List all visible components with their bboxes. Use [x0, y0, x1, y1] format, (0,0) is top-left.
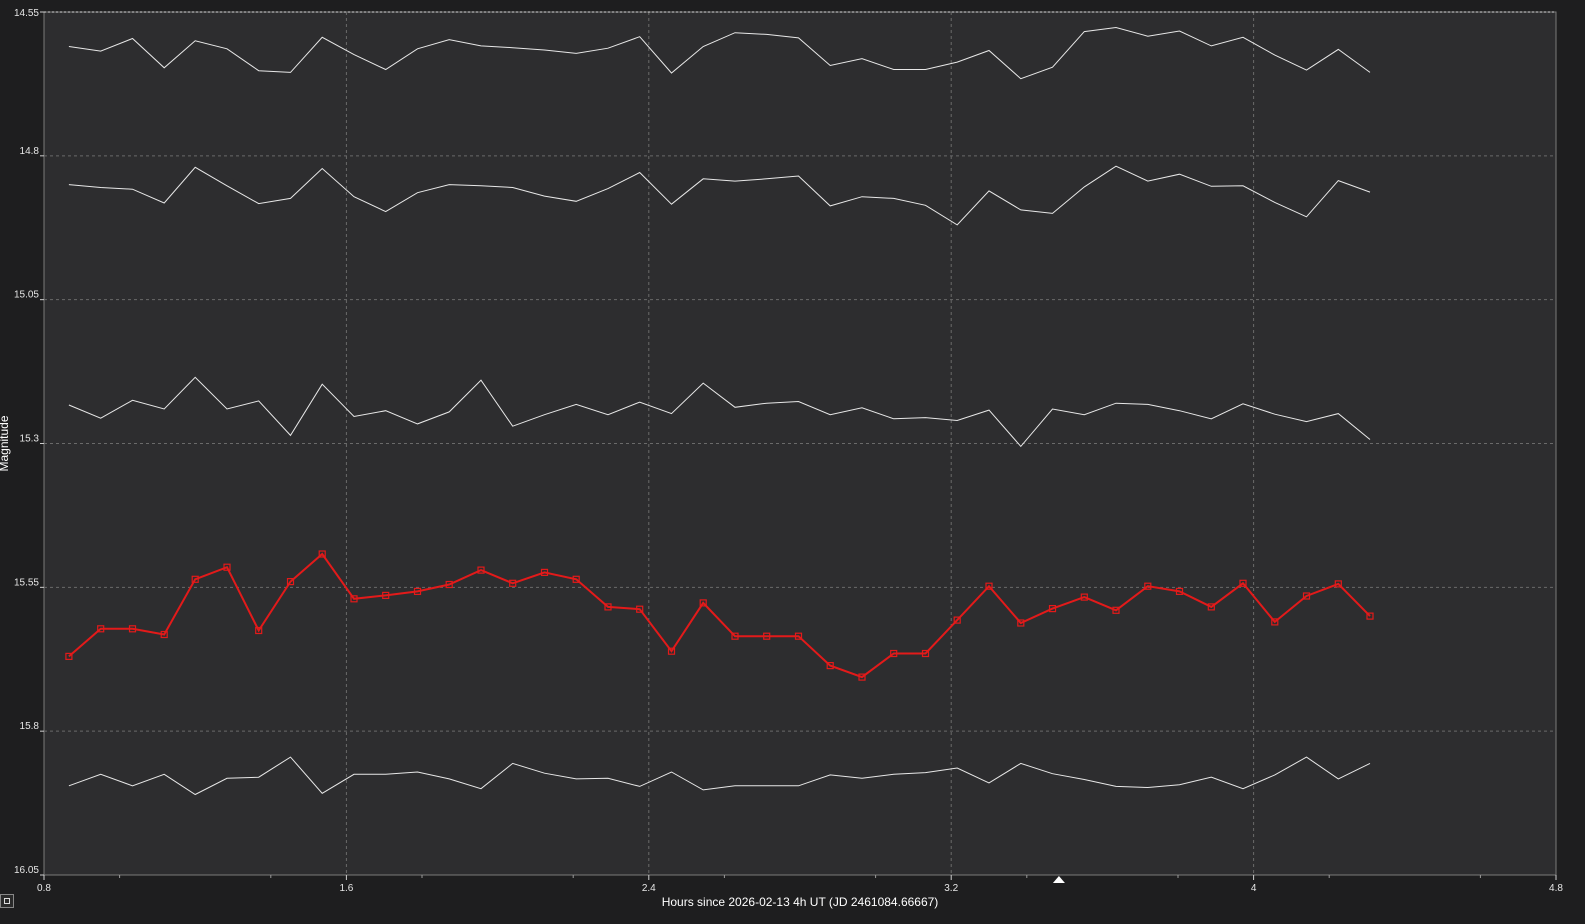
target-data-point[interactable]	[826, 661, 834, 670]
y-tick-label: 15.05	[14, 290, 39, 301]
x-tick-label: 1.6	[339, 883, 353, 894]
x-tick-label: 4.8	[1549, 883, 1563, 894]
target-data-point[interactable]	[477, 566, 485, 574]
target-data-point[interactable]	[413, 587, 422, 596]
target-data-point[interactable]	[191, 575, 199, 583]
y-tick-label: 15.8	[20, 721, 40, 732]
y-tick-label: 16.05	[14, 865, 39, 876]
x-tick-label: 4	[1251, 883, 1257, 894]
ticks: 0.8 1.6 2.4 3.2 4 4.8 14.55 14.8 15.05 15.3 15.55 1…	[14, 8, 1563, 894]
target-data-point[interactable]	[255, 626, 263, 635]
target-data-point[interactable]	[1239, 579, 1247, 587]
target-data-point[interactable]	[1334, 580, 1342, 588]
x-axis-title: Hours since 2026-02-13 4h UT (JD 2461084…	[662, 895, 939, 909]
target-data-point[interactable]	[160, 630, 168, 639]
target-data-point[interactable]	[65, 652, 73, 661]
target-data-point[interactable]	[1048, 604, 1057, 613]
corner-square-button[interactable]	[0, 894, 14, 908]
target-data-point[interactable]	[731, 632, 739, 640]
target-data-point[interactable]	[572, 575, 580, 583]
comparison-star-line-3[interactable]	[68, 376, 1371, 448]
target-data-point[interactable]	[350, 595, 358, 603]
target-data-point[interactable]	[97, 625, 105, 633]
series-layer	[65, 26, 1374, 796]
target-data-point[interactable]	[1175, 587, 1184, 596]
target-data-point[interactable]	[1302, 592, 1311, 600]
target-data-point[interactable]	[1080, 593, 1088, 601]
target-data-point[interactable]	[318, 550, 326, 558]
target-data-point[interactable]	[540, 568, 549, 577]
target-data-point[interactable]	[953, 616, 961, 624]
y-tick-label: 15.3	[20, 434, 40, 445]
x-tick-label: 3.2	[944, 883, 958, 894]
target-data-point[interactable]	[1112, 606, 1120, 614]
target-data-point[interactable]	[1271, 618, 1279, 626]
time-marker-triangle[interactable]	[1052, 876, 1065, 883]
comparison-star-line-2[interactable]	[68, 165, 1371, 226]
target-data-point[interactable]	[604, 603, 612, 611]
y-tick-label: 15.55	[14, 577, 39, 588]
target-data-point[interactable]	[223, 563, 231, 571]
target-data-point[interactable]	[286, 577, 295, 586]
target-data-point[interactable]	[763, 632, 771, 640]
y-axis-title: Magnitude	[0, 415, 11, 471]
target-data-point[interactable]	[382, 591, 390, 600]
target-data-point[interactable]	[445, 580, 453, 589]
target-data-point[interactable]	[128, 625, 137, 633]
target-data-point[interactable]	[699, 599, 707, 607]
target-data-point[interactable]	[509, 579, 517, 587]
target-data-point[interactable]	[1144, 582, 1152, 590]
target-data-point[interactable]	[1017, 619, 1025, 627]
grid	[44, 11, 1556, 875]
target-data-point[interactable]	[636, 605, 644, 613]
target-data-point[interactable]	[921, 649, 930, 658]
target-data-point[interactable]	[667, 647, 676, 655]
comparison-star-line-5[interactable]	[68, 756, 1371, 796]
target-star-line[interactable]	[68, 552, 1371, 679]
y-tick-label: 14.8	[20, 146, 40, 157]
target-data-point[interactable]	[1207, 603, 1215, 611]
y-tick-label: 14.55	[14, 8, 39, 19]
target-data-point[interactable]	[794, 632, 803, 640]
target-data-point[interactable]	[1366, 612, 1374, 620]
target-data-point[interactable]	[985, 582, 993, 590]
target-data-point[interactable]	[890, 649, 898, 658]
target-data-point[interactable]	[858, 673, 866, 681]
x-tick-label: 2.4	[642, 883, 656, 894]
comparison-star-line-1[interactable]	[68, 26, 1371, 80]
x-tick-label: 0.8	[37, 883, 51, 894]
